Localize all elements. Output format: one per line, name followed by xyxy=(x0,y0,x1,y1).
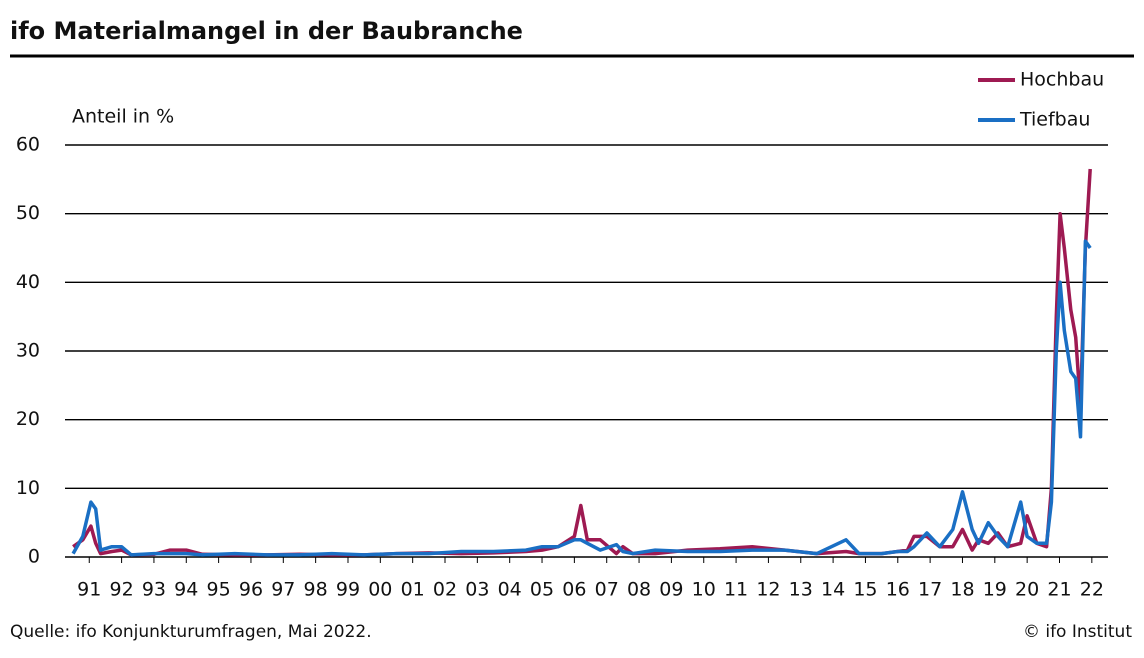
legend-label: Tiefbau xyxy=(1019,109,1090,131)
line-series xyxy=(72,168,1092,557)
y-tick-label: 10 xyxy=(16,477,40,499)
y-tick-label: 30 xyxy=(16,340,40,362)
x-tick-label: 01 xyxy=(401,579,425,601)
x-tick-label: 11 xyxy=(724,579,748,601)
source: Quelle: ifo Konjunkturumfragen, Mai 2022… xyxy=(10,622,372,642)
x-tick-label: 21 xyxy=(1047,579,1071,601)
x-tick-label: 03 xyxy=(465,579,489,601)
x-tick-label: 15 xyxy=(853,579,877,601)
y-tick-label: 40 xyxy=(16,271,40,293)
y-tick-label: 0 xyxy=(28,546,40,568)
x-tick-label: 92 xyxy=(110,579,134,601)
x-tick-label: 02 xyxy=(433,579,457,601)
x-tick-label: 06 xyxy=(562,579,586,601)
legend-label: Hochbau xyxy=(1020,69,1104,91)
x-tick-label: 93 xyxy=(142,579,166,601)
x-tick-label: 95 xyxy=(207,579,231,601)
x-tick-label: 07 xyxy=(595,579,619,601)
x-tick-label: 00 xyxy=(368,579,392,601)
x-tick-label: 16 xyxy=(886,579,910,601)
x-tick-label: 91 xyxy=(77,579,101,601)
y-tick-label: 60 xyxy=(16,134,40,156)
x-tick-label: 17 xyxy=(918,579,942,601)
x-tick-label: 97 xyxy=(271,579,295,601)
x-tick-label: 98 xyxy=(304,579,328,601)
x-tick-label: 20 xyxy=(1015,579,1039,601)
x-tick-label: 94 xyxy=(174,579,198,601)
copyright: © ifo Institut xyxy=(1023,622,1132,642)
x-tick-label: 10 xyxy=(692,579,716,601)
x-tick-label: 19 xyxy=(983,579,1007,601)
x-tick-label: 96 xyxy=(239,579,263,601)
x-tick-label: 14 xyxy=(821,579,845,601)
x-tick-label: 99 xyxy=(336,579,360,601)
chart-title: ifo Materialmangel in der Baubranche xyxy=(10,17,523,45)
y-tick-label: 50 xyxy=(16,202,40,224)
x-tick-label: 05 xyxy=(530,579,554,601)
x-tick-label: 22 xyxy=(1080,579,1104,601)
y-tick-label: 20 xyxy=(16,408,40,430)
x-tick-label: 09 xyxy=(659,579,683,601)
x-tick-label: 04 xyxy=(498,579,522,601)
x-tick-label: 08 xyxy=(627,579,651,601)
x-tick-label: 13 xyxy=(789,579,813,601)
line-series xyxy=(71,239,1092,557)
y-axis-label: Anteil in % xyxy=(72,106,174,128)
x-tick-label: 18 xyxy=(950,579,974,601)
x-tick-label: 12 xyxy=(756,579,780,601)
